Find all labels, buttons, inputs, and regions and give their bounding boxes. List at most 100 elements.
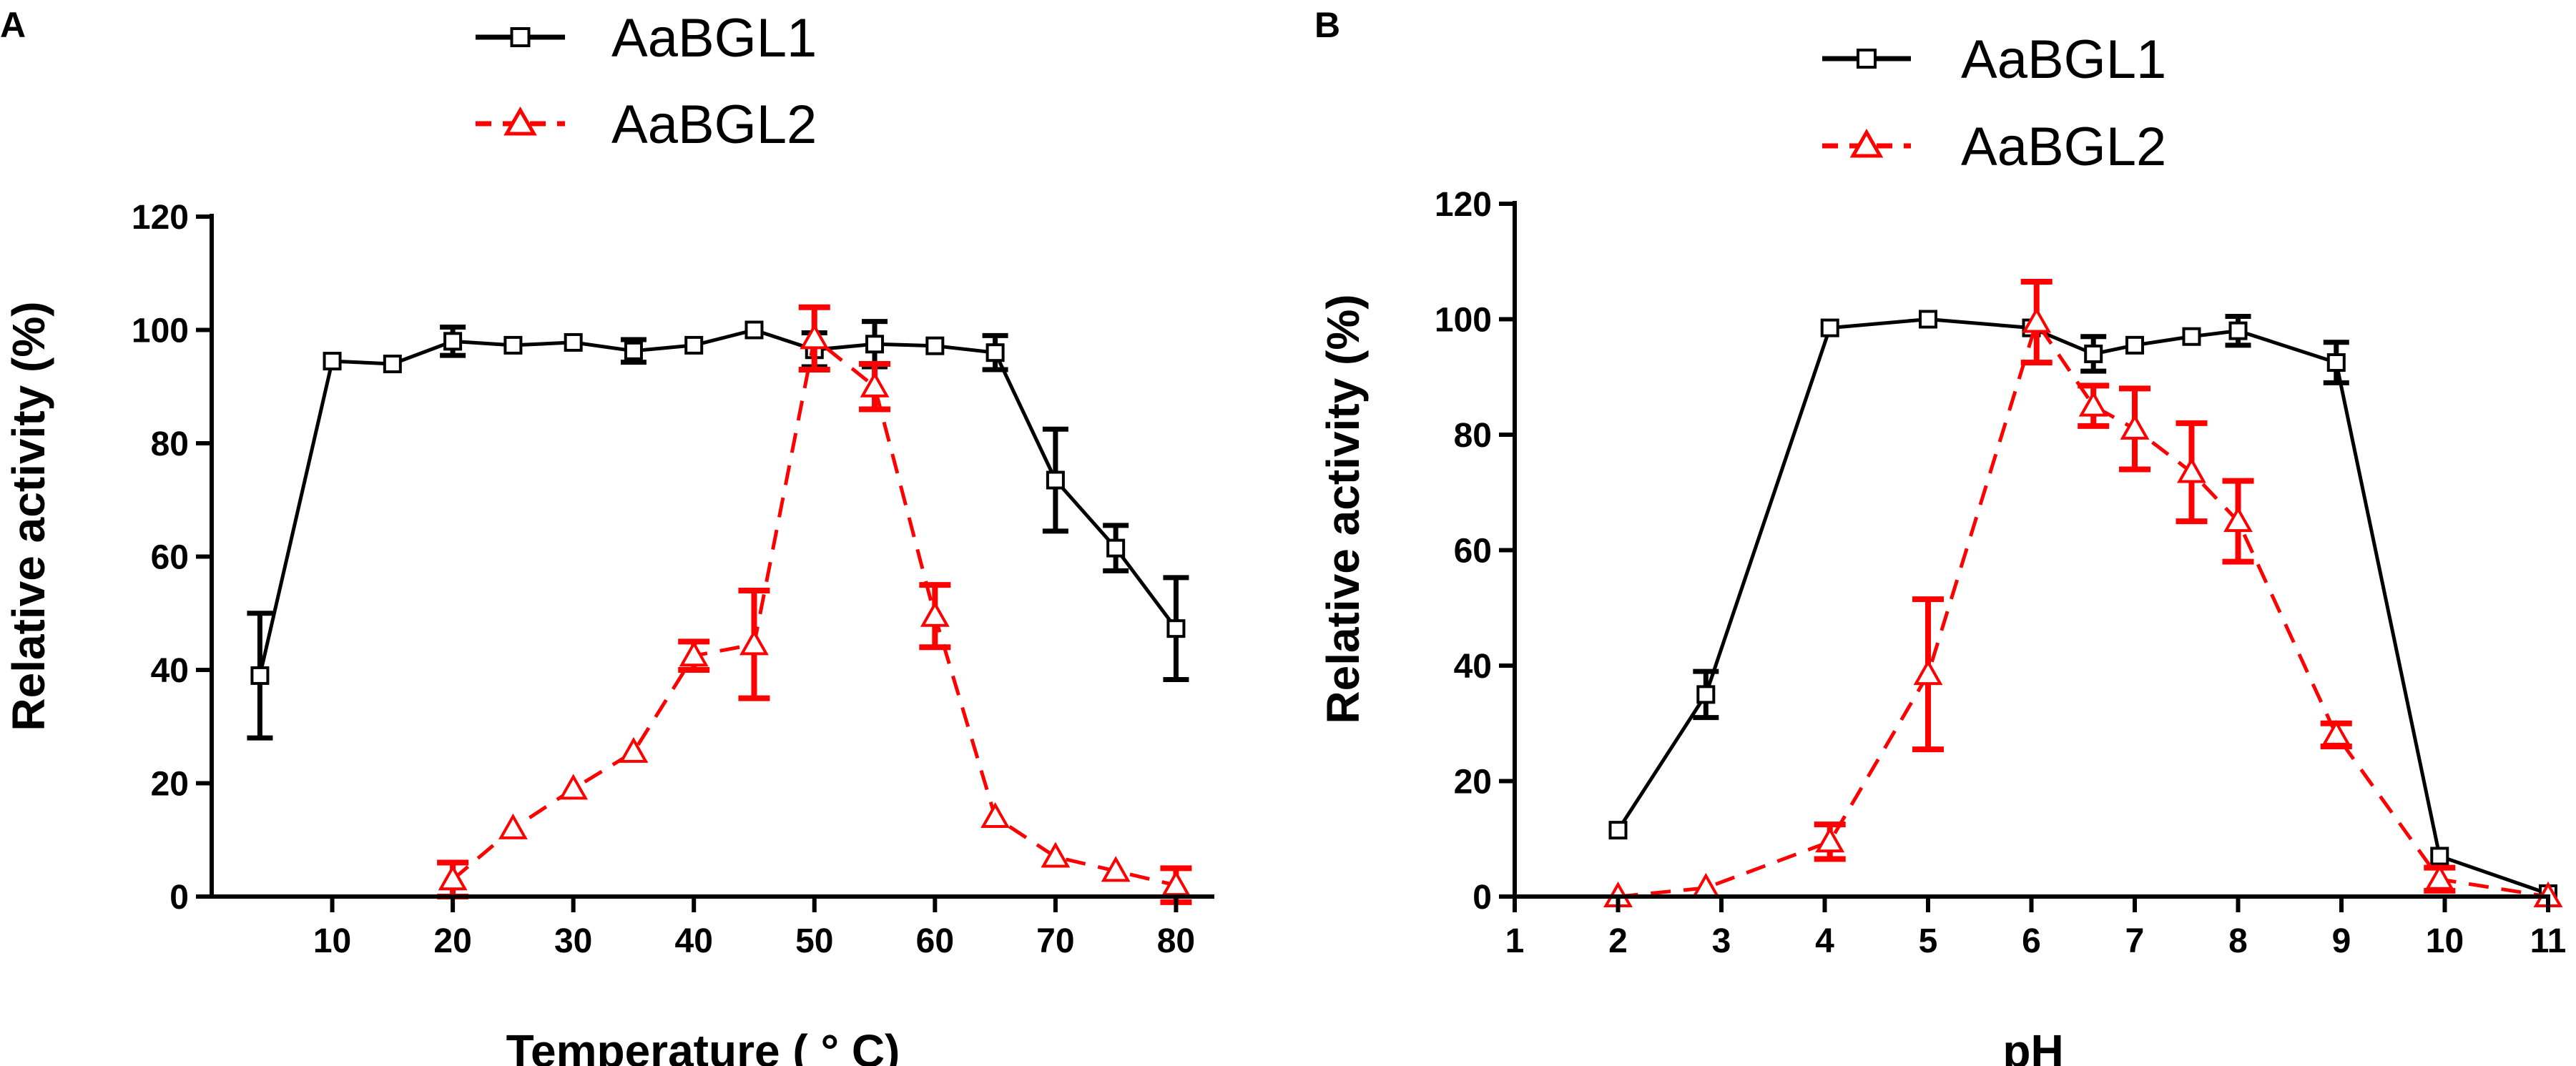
data-point [2177,457,2206,483]
series-AaBGL1 [1608,310,2557,903]
y-tick-label: 40 [151,652,189,690]
data-point [2223,506,2253,533]
data-point [2125,335,2144,355]
legend-marker [503,106,537,136]
data-point [498,813,528,839]
data-point [1815,826,1845,853]
y-tick-label: 100 [1435,302,1492,340]
series-line [451,336,1176,887]
x-tick-label: 60 [916,922,954,960]
panel-letter-b: B [1314,5,1340,45]
y-tick-label: 0 [169,879,189,917]
y-tick-label: 80 [151,425,189,463]
legend-entry-AaBGL2: AaBGL2 [1822,117,2166,177]
x-axis-title-a: Temperature ( ° C) [506,1025,900,1066]
data-point [739,629,769,656]
data-point [684,335,704,355]
x-axis-title-b: pH [2002,1025,2063,1066]
data-point [250,666,270,685]
data-point [2022,307,2052,333]
data-point [1608,821,1628,840]
data-point [2120,413,2150,440]
x-tick-label: 9 [2332,922,2351,960]
legend-label: AaBGL2 [1961,117,2166,177]
data-point [443,332,463,351]
y-tick-label: 100 [132,312,189,350]
y-tick-label: 40 [1454,648,1492,686]
legend-entry-AaBGL2: AaBGL2 [476,94,817,155]
data-point [800,323,830,350]
data-point [860,371,890,398]
x-tick-label: 3 [1712,922,1731,960]
x-tick-label: 70 [1036,922,1074,960]
data-point [1166,619,1186,638]
x-tick-label: 40 [675,922,713,960]
legend-marker [1849,128,1884,158]
data-point [1046,470,1065,490]
series-AaBGL2 [1603,279,2563,907]
data-point [1820,318,1839,337]
data-point [1101,856,1131,882]
series-line [1616,317,2549,896]
x-tick-label: 11 [2530,922,2567,960]
x-tick-label: 5 [1919,922,1938,960]
data-point [744,320,764,340]
x-tick-label: 10 [2426,922,2464,960]
data-point [980,801,1011,829]
legend-b: AaBGL1 AaBGL2 [1822,29,2166,177]
panel-b: B 0 20 40 60 80 100 120 1 2 3 4 5 6 7 8 9 10 11 pH Relati… [1314,5,2566,1066]
data-point [2424,864,2454,890]
legend-entry-AaBGL1: AaBGL1 [1822,29,2166,90]
x-tick-label: 8 [2228,922,2248,960]
legend-a: AaBGL1 AaBGL2 [476,8,817,155]
legend-marker [510,27,531,47]
data-point [2078,390,2108,417]
series-AaBGL2 [437,304,1192,905]
data-point [2321,719,2351,746]
data-point [1696,685,1716,704]
panel-letter-a: A [0,5,26,45]
y-tick-label: 120 [132,199,189,237]
series-line [1618,320,2549,899]
series-AaBGL1 [247,319,1189,741]
x-tick-label: 30 [554,922,592,960]
data-point [920,601,950,627]
y-axis-title-a: Relative activity (%) [3,301,54,731]
y-tick-label: 120 [1435,186,1492,224]
x-tick-label: 4 [1815,922,1834,960]
data-point [619,736,649,763]
data-point [2182,327,2201,346]
data-point [323,352,342,371]
data-point [865,335,885,354]
data-point [1919,310,1937,329]
data-point [564,332,583,352]
data-point [925,336,945,355]
y-tick-label: 80 [1454,417,1492,455]
x-tick-label: 2 [1608,922,1628,960]
x-tick-label: 80 [1157,922,1195,960]
data-point [438,864,468,891]
legend-entry-AaBGL1: AaBGL1 [476,8,817,69]
x-tick-label: 20 [433,922,471,960]
y-axis-title-b: Relative activity (%) [1317,294,1369,724]
x-tick-label: 1 [1505,922,1525,960]
data-point [1106,538,1126,558]
legend-label: AaBGL1 [1961,29,2166,90]
panel-a: A 0 20 40 60 80 100 120 10 20 30 40 50 60 70 80 Temper… [0,5,1214,1066]
x-tick-label: 6 [2022,922,2041,960]
data-point [383,355,402,374]
y-tick-label: 0 [1473,879,1492,917]
x-tick-label: 7 [2125,922,2145,960]
y-tick-label: 20 [1454,764,1492,801]
data-point [2084,344,2103,363]
data-point [985,343,1005,362]
x-tick-label: 50 [795,922,833,960]
data-point [559,774,589,800]
data-point [679,641,709,667]
data-point [624,341,643,360]
legend-label: AaBGL2 [611,94,817,155]
data-point [2326,353,2346,372]
y-tick-label: 60 [151,539,189,577]
y-tick-label: 60 [1454,533,1492,571]
